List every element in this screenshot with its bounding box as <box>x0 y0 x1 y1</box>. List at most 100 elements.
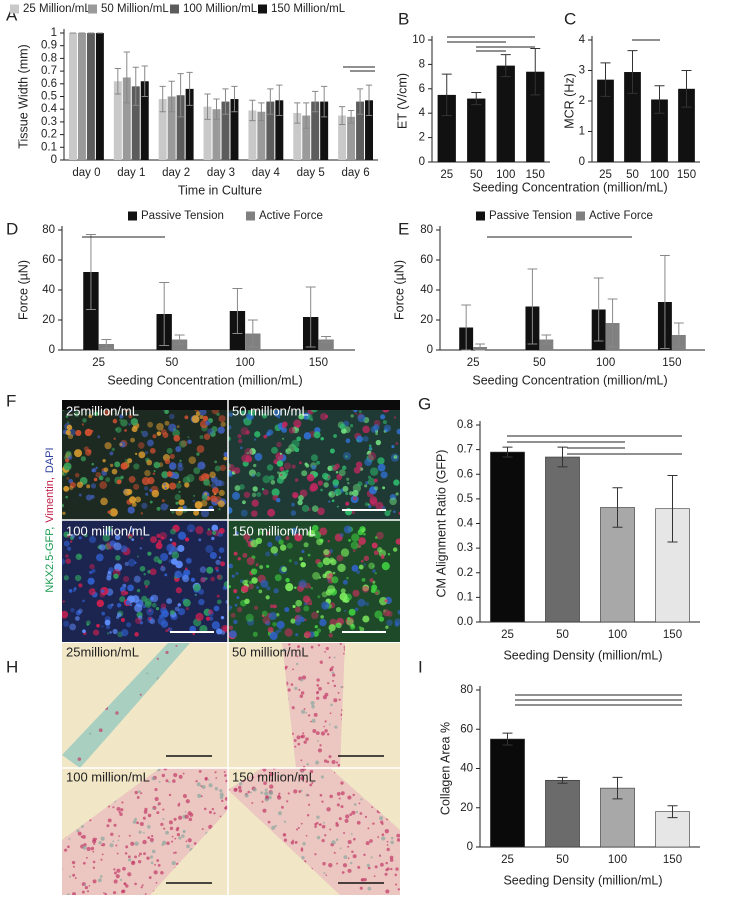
image-texture <box>359 812 363 815</box>
image-texture <box>110 832 114 836</box>
image-texture <box>321 472 329 480</box>
image-texture <box>73 589 76 592</box>
error-bar <box>347 109 355 124</box>
image-texture <box>182 598 191 607</box>
image-texture <box>132 820 137 824</box>
panel-label: B <box>398 9 409 28</box>
image-texture <box>305 711 308 714</box>
image-texture <box>324 692 329 697</box>
image-texture <box>343 645 345 650</box>
x-tick-label: day 2 <box>162 167 190 179</box>
image-texture <box>343 831 346 835</box>
image-texture <box>345 455 348 458</box>
image-texture <box>360 878 363 882</box>
image-texture <box>233 467 241 474</box>
image-texture <box>285 583 294 592</box>
image-texture <box>262 616 271 624</box>
image-texture <box>268 790 274 796</box>
image-texture <box>176 862 179 866</box>
image-texture <box>88 885 91 887</box>
image-texture <box>339 532 344 538</box>
image-texture <box>335 606 342 613</box>
image-texture <box>310 700 315 706</box>
image-texture <box>165 629 169 633</box>
image-texture <box>147 825 151 829</box>
image-texture <box>273 604 277 609</box>
image-texture <box>323 549 330 556</box>
image-texture <box>389 855 394 860</box>
image-texture <box>372 565 375 568</box>
image-texture <box>331 665 334 669</box>
image-texture <box>311 524 319 532</box>
image-texture <box>185 840 188 843</box>
image-texture <box>178 490 181 493</box>
image-texture <box>143 579 150 586</box>
error-bar <box>303 102 310 129</box>
panel-label: F <box>6 391 16 410</box>
image-texture <box>119 812 123 816</box>
image-texture <box>113 573 119 579</box>
image-texture <box>62 558 66 565</box>
image-texture <box>276 620 285 629</box>
image-texture <box>352 489 359 497</box>
image-texture <box>298 790 302 793</box>
legend-swatch <box>170 4 179 14</box>
image-texture <box>300 776 305 781</box>
image-texture <box>92 467 97 473</box>
image-texture <box>161 471 169 479</box>
image-texture <box>288 643 291 646</box>
image-texture <box>393 416 396 419</box>
image-texture <box>361 578 366 582</box>
image-texture <box>177 608 186 616</box>
image-texture <box>134 632 139 637</box>
image-texture <box>199 415 204 420</box>
error-bar <box>667 474 678 543</box>
image-texture <box>89 570 93 575</box>
image-texture <box>160 503 168 511</box>
image-texture <box>69 535 75 541</box>
image-texture <box>228 625 234 630</box>
image-texture <box>205 577 208 580</box>
image-texture <box>121 889 125 894</box>
image-texture <box>173 428 176 431</box>
image-texture <box>398 511 400 515</box>
image-texture <box>130 860 136 866</box>
image-texture <box>305 780 308 783</box>
image-texture <box>267 508 276 517</box>
image-texture <box>173 817 177 821</box>
image-texture <box>185 799 190 804</box>
image-texture <box>175 446 182 453</box>
image-texture <box>228 471 234 477</box>
image-texture <box>176 832 181 837</box>
image-texture <box>127 584 134 592</box>
image-texture <box>192 494 196 497</box>
image-texture <box>389 858 394 862</box>
image-texture <box>386 840 389 843</box>
image-texture <box>138 451 146 459</box>
image-texture <box>297 645 301 649</box>
image-texture <box>128 475 136 483</box>
image-texture <box>336 803 340 807</box>
image-texture <box>274 824 277 828</box>
image-texture <box>143 486 149 491</box>
image-texture <box>366 452 369 455</box>
error-bar <box>612 487 623 528</box>
image-texture <box>230 612 236 618</box>
micrograph <box>228 520 400 642</box>
image-texture <box>356 439 360 443</box>
image-texture <box>65 495 69 499</box>
image-texture <box>373 550 379 556</box>
y-axis-label: Force (µN) <box>392 260 406 320</box>
image-texture <box>196 782 201 787</box>
panel-label: G <box>418 394 431 413</box>
image-texture <box>74 472 80 478</box>
image-texture <box>239 446 243 450</box>
y-tick-label: 80 <box>42 224 55 236</box>
image-texture <box>300 678 304 682</box>
image-texture <box>362 585 369 593</box>
image-texture <box>345 501 350 506</box>
panel-label: C <box>564 9 576 28</box>
image-texture <box>375 536 378 539</box>
image-texture <box>216 412 220 417</box>
image-texture <box>101 611 106 616</box>
